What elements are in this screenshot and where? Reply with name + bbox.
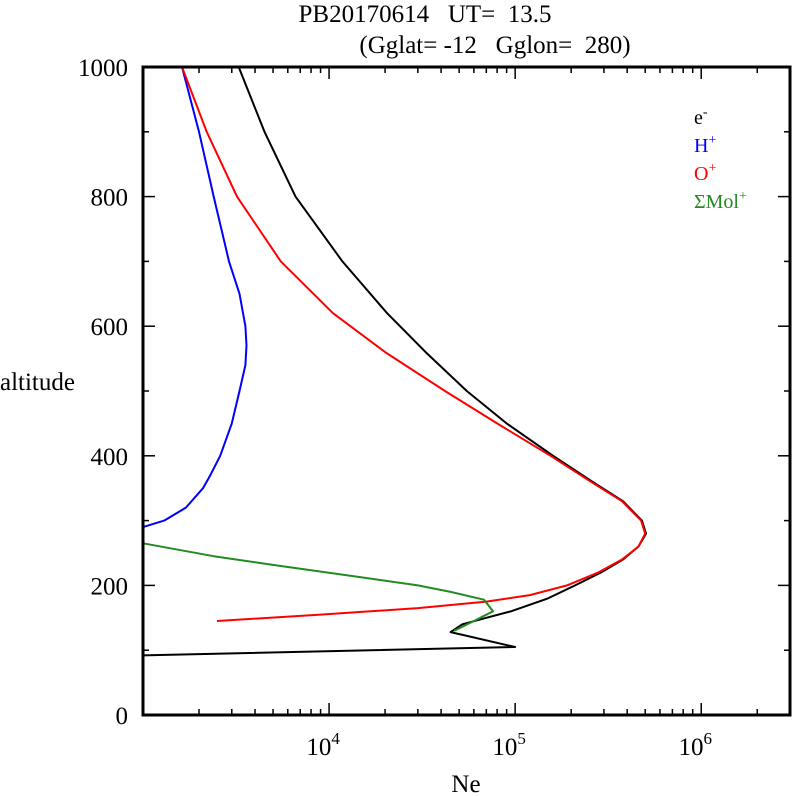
chart-title-line1: PB20170614 UT= 13.5 xyxy=(298,1,551,28)
y-tick-label: 200 xyxy=(91,573,129,600)
legend-item-0: e- xyxy=(694,105,708,129)
chart-title-line2: (Gglat= -12 Gglon= 280) xyxy=(359,32,630,59)
y-axis-label: altitude xyxy=(0,369,75,396)
y-tick-label: 0 xyxy=(116,703,129,730)
y-tick-label: 600 xyxy=(91,314,129,341)
legend: e- H+ O+ ΣMol+ xyxy=(694,105,747,213)
y-tick-label: 1000 xyxy=(78,55,128,82)
y-tick-label: 800 xyxy=(91,185,129,212)
legend-item-1: H+ xyxy=(694,133,716,157)
y-tick-labels: 0 200 400 600 800 1000 xyxy=(78,55,128,730)
x-tick-label: 105 xyxy=(492,729,526,761)
x-axis-label: Ne xyxy=(451,771,480,796)
curves-layer xyxy=(142,66,647,657)
y-tick-label: 400 xyxy=(91,444,129,471)
legend-item-2: O+ xyxy=(694,161,716,185)
series-line-2 xyxy=(181,66,647,622)
plot-frame xyxy=(141,65,792,717)
legend-item-3: ΣMol+ xyxy=(694,189,747,213)
series-line-1 xyxy=(142,66,248,529)
series-line-3 xyxy=(142,542,494,632)
x-tick-label: 104 xyxy=(306,729,340,761)
x-tick-label: 106 xyxy=(678,729,712,761)
x-tick-labels: 104 105 106 xyxy=(306,729,712,761)
